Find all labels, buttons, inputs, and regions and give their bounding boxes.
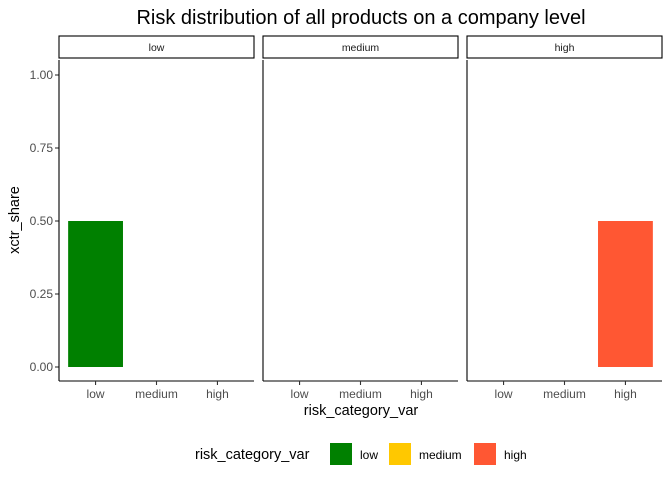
x-tick-label: high (614, 387, 637, 401)
bar-high-high (598, 221, 653, 367)
y-axis: 0.00 0.25 0.50 0.75 1.00 (30, 68, 59, 374)
legend-label: low (360, 448, 378, 462)
bar-low-low (68, 221, 123, 367)
x-axis-title: risk_category_var (304, 403, 419, 419)
x-tick-label: medium (135, 387, 178, 401)
y-tick-label: 0.75 (30, 141, 54, 155)
x-tick-label: medium (543, 387, 586, 401)
y-axis-title: xctr_share (7, 186, 23, 254)
facet-panel-medium: medium low medium high (262, 35, 459, 401)
y-tick-label: 0.25 (30, 287, 54, 301)
legend: risk_category_var low medium high (195, 443, 527, 465)
x-tick-label: low (495, 387, 513, 401)
x-tick-label: low (291, 387, 309, 401)
chart-title: Risk distribution of all products on a c… (136, 7, 585, 29)
legend-items: low medium high (330, 443, 527, 465)
y-tick-label: 1.00 (30, 68, 54, 82)
x-tick-label: high (410, 387, 433, 401)
legend-label: medium (419, 448, 462, 462)
facet-strip (58, 35, 255, 59)
legend-key-high (474, 443, 496, 465)
legend-label: high (504, 448, 527, 462)
facet-panel-high: high low medium high (466, 35, 663, 401)
legend-key-low (330, 443, 352, 465)
facet-panel-low: low low medium high (58, 35, 255, 401)
x-tick-label: medium (339, 387, 382, 401)
x-tick-label: high (206, 387, 229, 401)
y-tick-label: 0.00 (30, 360, 54, 374)
y-tick-label: 0.50 (30, 214, 54, 228)
legend-title: risk_category_var (195, 447, 310, 463)
facet-strip-label: medium (342, 42, 380, 54)
facet-strip-label: low (149, 42, 165, 54)
facet-strip-label: high (555, 42, 575, 54)
x-tick-label: low (87, 387, 105, 401)
facet-strip (262, 35, 459, 59)
legend-key-medium (389, 443, 411, 465)
facet-strip (466, 35, 663, 59)
